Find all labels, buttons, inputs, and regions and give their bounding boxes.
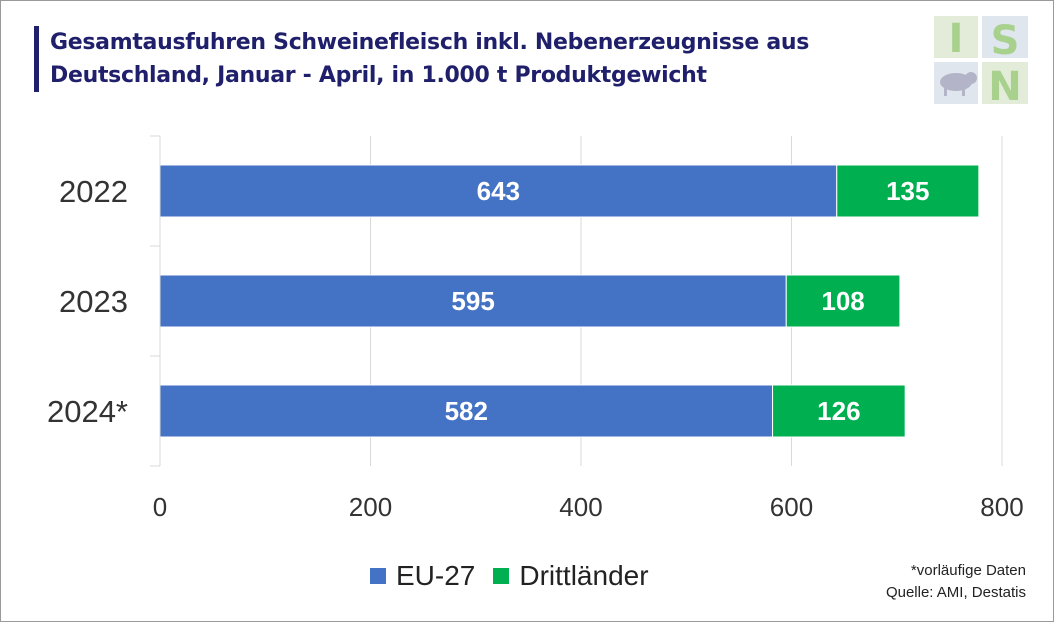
y-category-label-0: 2022 [59,174,128,209]
legend-label-drittlaender: Drittländer [519,560,649,591]
data-label-eu27-1: 595 [451,286,494,316]
data-label-eu27-0: 643 [477,176,520,206]
data-label-eu27-2: 582 [445,396,488,426]
legend-swatch-drittlaender [493,568,510,584]
svg-text:I: I [949,16,964,62]
chart-title-line-1: Gesamtausfuhren Schweinefleisch inkl. Ne… [50,30,810,55]
footnote-preliminary: *vorläufige Daten [910,562,1026,579]
isn-logo: I S N [934,16,1028,104]
bar-drittlaender-2 [772,384,906,438]
data-label-drittlaender-1: 108 [821,286,864,316]
legend-item-eu27: EU-27 [370,560,475,592]
x-tick-label-0: 0 [153,492,167,522]
x-tick-label-400: 400 [559,492,602,522]
y-category-label-1: 2023 [59,284,128,319]
y-category-label-2: 2024* [47,394,128,429]
chart-title-line-2: Deutschland, Januar - April, in 1.000 t … [50,63,707,88]
data-label-drittlaender-0: 135 [886,176,929,206]
chart-title: Gesamtausfuhren Schweinefleisch inkl. Ne… [50,26,910,92]
source-note: Quelle: AMI, Destatis [885,584,1026,601]
x-tick-label-600: 600 [770,492,813,522]
bar-drittlaender-0 [836,164,980,218]
svg-text:S: S [991,18,1020,64]
legend-label-eu27: EU-27 [396,560,476,591]
bar-eu27-1 [159,274,787,328]
bar-drittlaender-1 [785,274,901,328]
data-label-drittlaender-2: 126 [817,396,860,426]
svg-text:N: N [988,64,1021,104]
x-tick-label-200: 200 [349,492,392,522]
chart-legend: EU-27 Drittländer [370,560,667,592]
x-tick-label-800: 800 [980,492,1023,522]
footnote-block: *vorläufige Daten Quelle: AMI, Destatis [886,560,1026,604]
title-accent-bar [34,26,39,92]
legend-swatch-eu27 [370,568,386,584]
legend-item-drittlaender: Drittländer [493,560,649,592]
